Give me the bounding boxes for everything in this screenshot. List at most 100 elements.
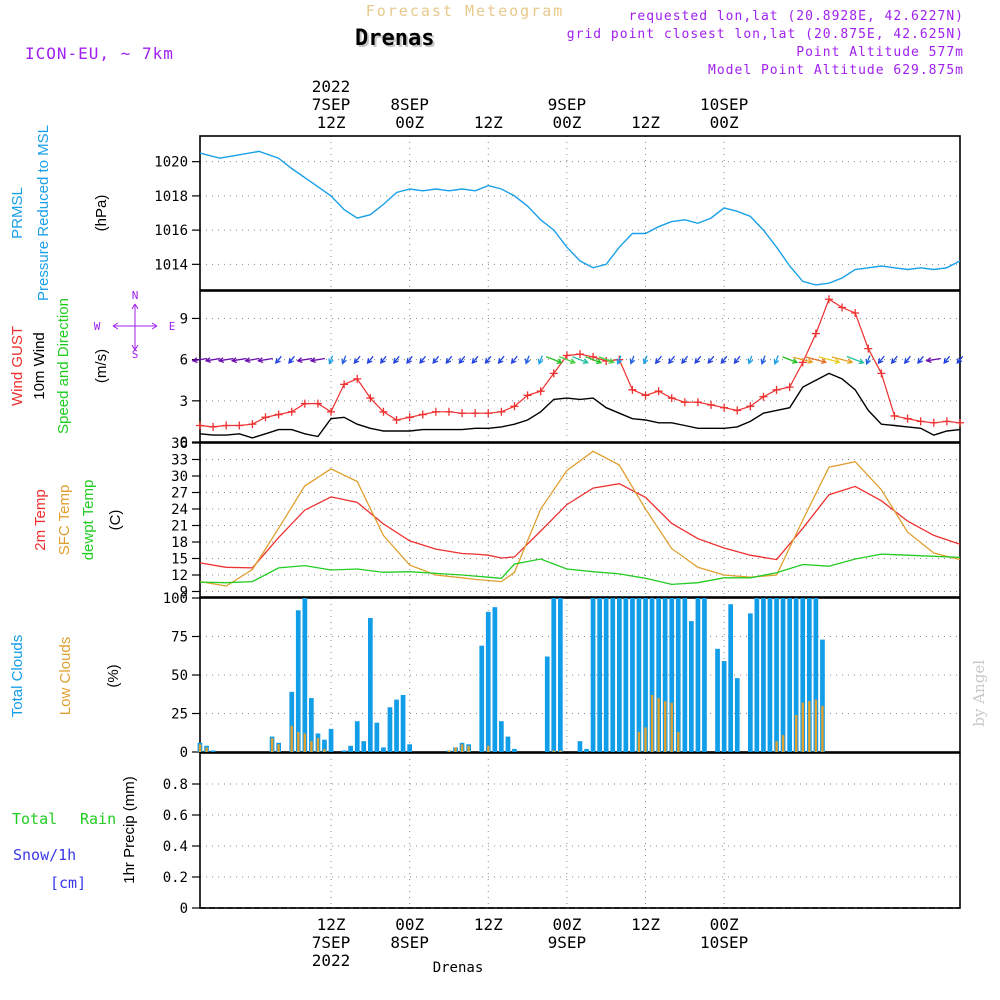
total-cloud-bar xyxy=(309,698,314,752)
y-tick-label: 0 xyxy=(180,745,188,761)
wind-arrow xyxy=(707,355,715,365)
wind-arrow xyxy=(629,355,636,365)
wind-arrow xyxy=(598,356,615,364)
low-cloud-bar xyxy=(677,732,680,752)
total-cloud-bar xyxy=(774,598,779,752)
gust-point xyxy=(759,392,768,401)
time-label-bottom: 12Z xyxy=(317,915,346,934)
y-tick-label: 12 xyxy=(171,568,188,584)
wind-line xyxy=(199,372,961,439)
y-tick-label: 24 xyxy=(171,502,188,518)
total-cloud-bar xyxy=(328,728,334,752)
label-wind-gust: Wind GUST xyxy=(9,326,26,406)
total-cloud-bar xyxy=(754,598,760,752)
low-cloud-bar xyxy=(487,745,490,752)
label-2m-temp: 2m Temp xyxy=(32,489,49,550)
y-tick-label: 6 xyxy=(180,353,188,369)
total-cloud-bar xyxy=(702,598,707,752)
total-cloud-bar xyxy=(682,598,688,752)
low-cloud-bar xyxy=(644,727,647,752)
wind-arrow xyxy=(230,357,247,364)
pressure-line xyxy=(199,150,961,286)
gust-point xyxy=(287,407,296,416)
total-cloud-bar xyxy=(499,721,504,752)
time-label-bottom: 12Z xyxy=(631,915,660,934)
sfc-temp-line xyxy=(199,450,961,587)
total-cloud-bar xyxy=(479,645,485,752)
gust-point xyxy=(196,421,204,430)
footer-location: Drenas xyxy=(433,960,484,976)
gust-point xyxy=(851,308,860,317)
total-cloud-bar xyxy=(800,598,806,752)
y-tick-label: 21 xyxy=(171,519,188,535)
panel-precipitation: 0 0.2 0.4 0.6 0.8 xyxy=(163,752,961,917)
gust-point xyxy=(379,407,388,416)
wind-arrow xyxy=(524,355,531,365)
total-cloud-bar xyxy=(748,613,753,752)
total-cloud-bar xyxy=(820,639,825,752)
wind-arrow xyxy=(616,355,623,365)
label-sfc-temp: SFC Temp xyxy=(56,485,73,556)
gust-point xyxy=(484,409,493,418)
low-cloud-bar xyxy=(814,699,818,752)
time-label-top: 7SEP xyxy=(312,95,351,114)
time-label-top: 12Z xyxy=(474,113,503,132)
total-cloud-bar xyxy=(721,661,727,752)
label-snow: Snow/1h xyxy=(13,846,76,864)
total-cloud-bar xyxy=(715,648,720,752)
wind-arrow xyxy=(917,355,924,365)
total-cloud-bar xyxy=(551,598,557,752)
low-cloud-bar xyxy=(821,705,824,752)
wind-arrow xyxy=(406,355,413,364)
y-tick-label: 27 xyxy=(171,486,188,502)
low-cloud-bar xyxy=(290,725,293,752)
gust-point xyxy=(248,420,257,429)
gust-point xyxy=(471,409,480,418)
y-tick-label: 100 xyxy=(163,591,188,607)
total-cloud-bar xyxy=(361,741,367,752)
total-cloud-bar xyxy=(295,610,301,752)
total-cloud-bar xyxy=(656,598,661,752)
gust-point xyxy=(680,398,689,407)
wind-arrow xyxy=(747,355,754,365)
wind-arrow xyxy=(484,355,492,365)
gust-point xyxy=(877,369,886,378)
low-cloud-bar xyxy=(781,735,785,752)
gust-point xyxy=(353,374,362,383)
total-cloud-bar xyxy=(374,722,380,752)
gust-point xyxy=(864,344,873,353)
time-label-top: 8SEP xyxy=(390,95,429,114)
low-cloud-bar xyxy=(270,738,274,752)
gust-point xyxy=(235,421,244,430)
wind-arrow xyxy=(244,357,260,364)
y-tick-label: 30 xyxy=(171,469,188,485)
panel-frame xyxy=(199,290,961,443)
time-label-bottom: 9SEP xyxy=(548,933,587,952)
time-label-bottom: 00Z xyxy=(710,915,739,934)
gust-point xyxy=(222,421,231,430)
y-tick-label: 25 xyxy=(171,707,188,723)
low-cloud-bar xyxy=(297,732,300,752)
wind-arrow xyxy=(831,356,854,365)
gust-point xyxy=(444,407,453,416)
y-tick-label: 0.6 xyxy=(163,808,188,824)
total-cloud-bar xyxy=(381,747,386,752)
wind-arrow xyxy=(191,357,208,364)
gust-point xyxy=(261,413,270,422)
gust-point xyxy=(300,399,309,408)
total-cloud-bar xyxy=(577,741,583,752)
label-pressure-msl: Pressure Reduced to MSL xyxy=(35,125,52,301)
gust-point xyxy=(458,409,467,418)
wind-arrow xyxy=(642,355,649,365)
label-cm: [cm] xyxy=(50,874,86,892)
wind-arrow xyxy=(545,356,563,364)
gust-point xyxy=(510,402,519,411)
compass-arrows xyxy=(112,303,158,351)
wind-arrow xyxy=(668,355,676,365)
time-label-bottom: 12Z xyxy=(474,915,503,934)
gust-point xyxy=(313,399,322,408)
time-label-bottom: 00Z xyxy=(552,915,581,934)
wind-arrow xyxy=(419,355,427,365)
low-cloud-bar xyxy=(467,745,470,752)
